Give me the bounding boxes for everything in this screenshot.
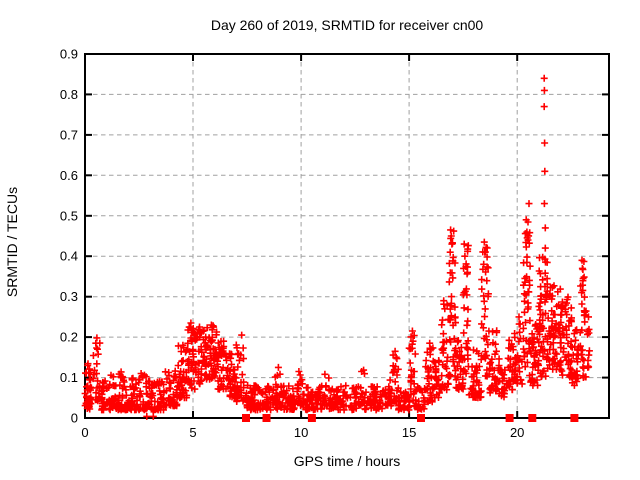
axis-ticks	[84, 53, 609, 419]
y-tick-label: 0.1	[60, 370, 78, 385]
x-tick-label: 0	[81, 425, 88, 440]
tick-labels: 0 0.1 0.2 0.3 0.4 0.5 0.6 0.7 0.8 0.9 0 5 10 15 20	[60, 47, 525, 441]
y-tick-label: 0.4	[60, 249, 78, 264]
y-tick-label: 0.8	[60, 87, 78, 102]
y-axis-label: SRMTID / TECUs	[4, 187, 20, 297]
x-tick-label: 5	[189, 425, 196, 440]
y-tick-label: 0	[71, 411, 78, 426]
y-tick-label: 0.2	[60, 330, 78, 345]
axis-square-marker	[505, 414, 514, 422]
x-axis-label: GPS time / hours	[294, 453, 401, 469]
axis-square-marker	[307, 414, 316, 422]
axis-square-marker	[262, 414, 271, 422]
data-points	[81, 74, 593, 420]
axis-square-marker	[570, 414, 579, 422]
new-arc-squares	[242, 414, 579, 422]
plot-border	[84, 53, 610, 419]
y-tick-label: 0.5	[60, 208, 78, 223]
axis-square-marker	[242, 414, 250, 422]
axis-square-marker	[417, 414, 425, 422]
x-tick-label: 10	[294, 425, 308, 440]
y-tick-label: 0.7	[60, 127, 78, 142]
srmtid-plus-markers	[81, 74, 593, 420]
x-tick-label: 15	[402, 425, 416, 440]
x-tick-label: 20	[510, 425, 524, 440]
y-tick-label: 0.9	[60, 47, 78, 62]
y-tick-label: 0.3	[60, 289, 78, 304]
chart-title: Day 260 of 2019, SRMTID for receiver cn0…	[211, 17, 484, 33]
y-tick-label: 0.6	[60, 168, 78, 183]
axis-square-marker	[528, 414, 537, 422]
